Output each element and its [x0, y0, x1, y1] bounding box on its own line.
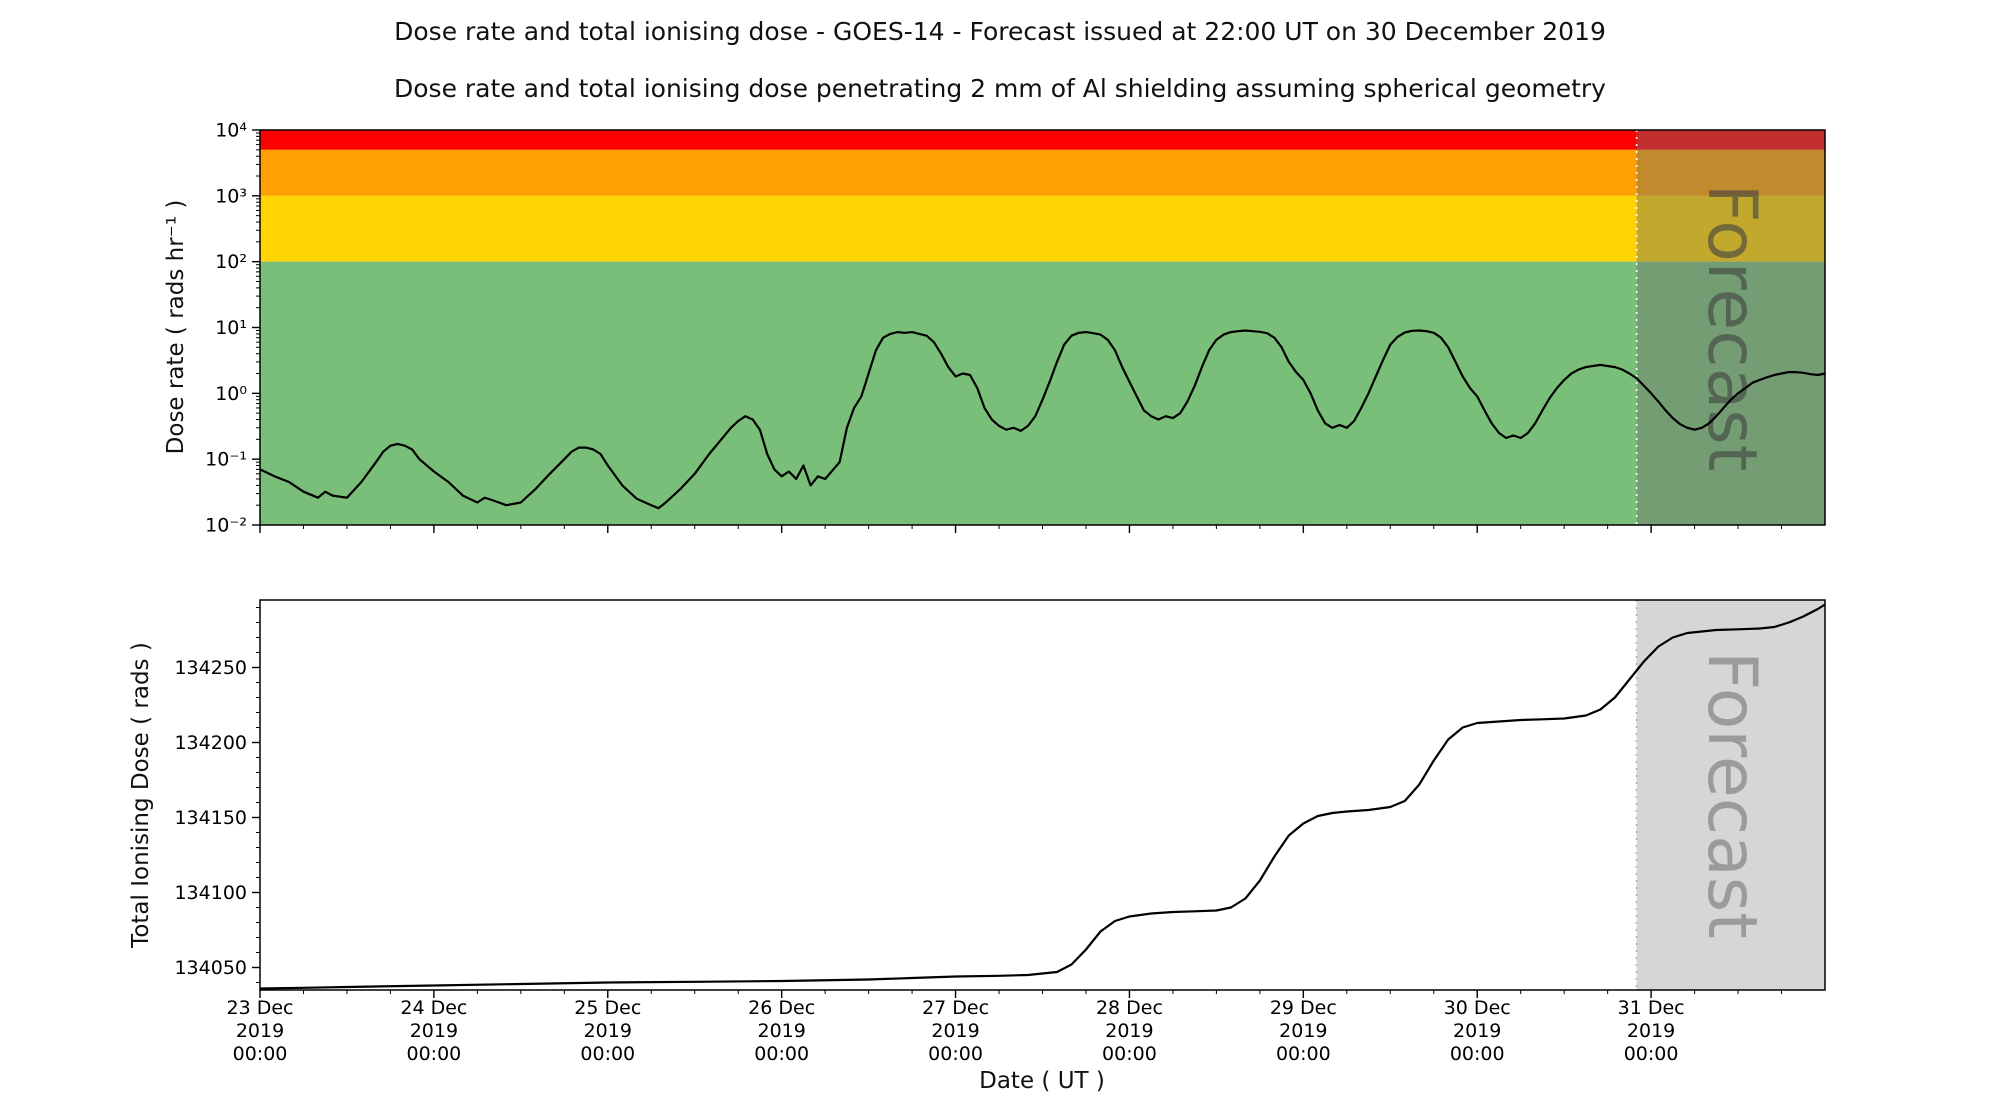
forecast-watermark: Forecast — [1692, 651, 1771, 939]
figure-subtitle: Dose rate and total ionising dose penetr… — [394, 74, 1606, 103]
x-tick-label: 00:00 — [1102, 1043, 1157, 1065]
dose-rate-line — [259, 329, 1826, 510]
dose-rate-panel: Forecast 10⁴ 10³ 10² 10¹ 10⁰ 10⁻¹ 10⁻² — [205, 120, 1826, 537]
forecast-watermark: Forecast — [1692, 184, 1771, 472]
x-tick-label: 28 Dec — [1096, 997, 1163, 1019]
y-tick-label: 10⁻¹ — [205, 449, 247, 471]
y-tick-label: 134200 — [174, 732, 247, 754]
forecast-region — [1636, 600, 1825, 990]
threshold-band-orange — [260, 149, 1825, 196]
x-tick-label: 00:00 — [1450, 1043, 1505, 1065]
threshold-band-green — [260, 261, 1825, 525]
x-tick-label: 00:00 — [928, 1043, 983, 1065]
x-tick-label: 00:00 — [407, 1043, 462, 1065]
x-tick-label: 00:00 — [754, 1043, 809, 1065]
x-tick-label: 2019 — [236, 1020, 284, 1042]
x-tick-label: 30 Dec — [1444, 997, 1511, 1019]
x-axis-label: Date ( UT ) — [979, 1068, 1105, 1094]
y-tick-label: 10⁴ — [215, 120, 247, 142]
x-tick-label: 2019 — [931, 1020, 979, 1042]
x-tick-label: 2019 — [1279, 1020, 1327, 1042]
threshold-band-red — [260, 130, 1825, 150]
x-tick-label: 2019 — [1105, 1020, 1153, 1042]
y-tick-label: 10³ — [215, 185, 247, 207]
y-tick-label: 134250 — [174, 657, 247, 679]
total-ionising-dose-line — [259, 603, 1826, 990]
forecast-region — [1636, 130, 1825, 525]
y-tick-label: 10⁰ — [215, 383, 247, 405]
y-tick-label: 10² — [215, 251, 247, 273]
y-tick-label: 10⁻² — [205, 515, 247, 537]
dose-rate-y-axis-label: Dose rate ( rads hr⁻¹ ) — [163, 200, 189, 455]
x-tick-label: 26 Dec — [748, 997, 815, 1019]
x-tick-label: 2019 — [757, 1020, 805, 1042]
x-tick-label: 24 Dec — [400, 997, 467, 1019]
x-tick-label: 2019 — [410, 1020, 458, 1042]
x-tick-label: 00:00 — [580, 1043, 635, 1065]
x-tick-label: 23 Dec — [227, 997, 294, 1019]
y-tick-label: 134100 — [174, 882, 247, 904]
x-tick-label: 29 Dec — [1270, 997, 1337, 1019]
x-tick-label: 2019 — [1453, 1020, 1501, 1042]
x-tick-label: 00:00 — [233, 1043, 288, 1065]
figure-title: Dose rate and total ionising dose - GOES… — [394, 17, 1606, 46]
x-tick-label: 27 Dec — [922, 997, 989, 1019]
x-tick-label: 2019 — [1627, 1020, 1675, 1042]
y-tick-label: 134050 — [174, 957, 247, 979]
total-dose-y-axis-label: Total Ionising Dose ( rads ) — [128, 642, 154, 949]
y-tick-label: 134150 — [174, 807, 247, 829]
x-tick-label: 00:00 — [1276, 1043, 1331, 1065]
x-tick-label: 2019 — [584, 1020, 632, 1042]
x-tick-label: 25 Dec — [574, 997, 641, 1019]
y-tick-label: 10¹ — [215, 317, 247, 339]
x-tick-label: 31 Dec — [1618, 997, 1685, 1019]
x-tick-label: 00:00 — [1624, 1043, 1679, 1065]
total-dose-panel: Forecast 134050 134100 134150 134200 134250 23… — [174, 599, 1826, 1065]
threshold-band-yellow — [260, 195, 1825, 262]
